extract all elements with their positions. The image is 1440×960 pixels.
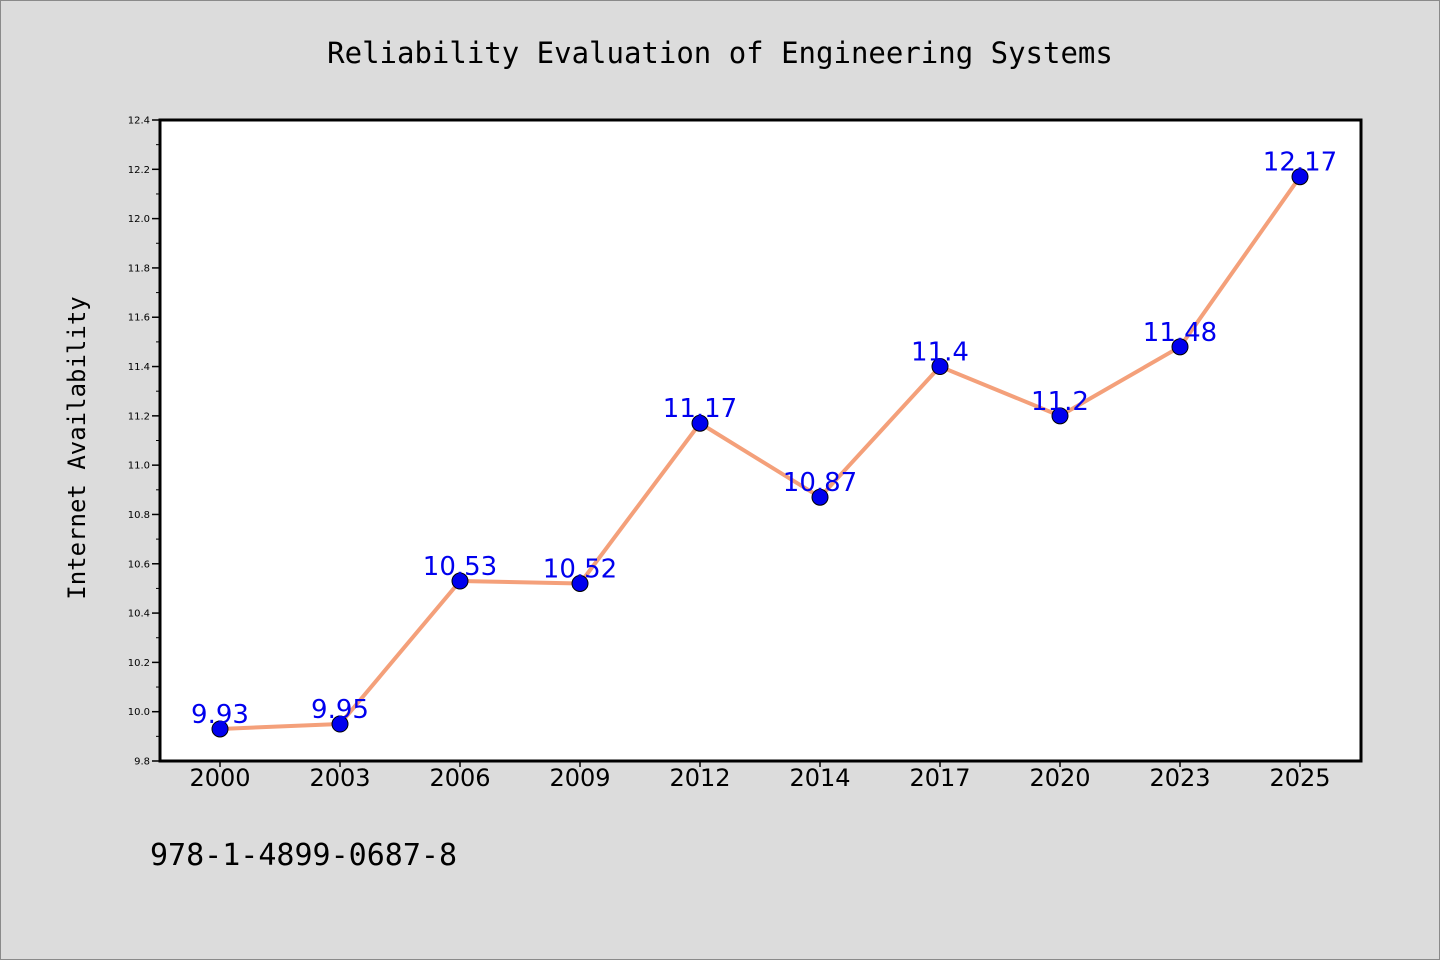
x-tick-label: 2012 xyxy=(669,764,730,792)
y-tick-label: 11.0 xyxy=(128,461,150,472)
plot-area xyxy=(158,118,1363,763)
y-tick-label: 10.0 xyxy=(128,707,150,718)
y-tick-label: 11.6 xyxy=(128,313,150,324)
y-tick-label: 10.4 xyxy=(128,609,150,620)
data-point xyxy=(211,720,229,738)
data-point xyxy=(1291,168,1309,186)
data-label: 9.95 xyxy=(311,695,369,725)
data-label: 11.48 xyxy=(1143,318,1217,348)
series-line xyxy=(218,174,1302,731)
data-point xyxy=(1051,407,1069,425)
data-point xyxy=(331,715,349,733)
data-label: 9.93 xyxy=(191,700,249,730)
x-tick-label: 2025 xyxy=(1269,764,1330,792)
y-tick-label: 9.8 xyxy=(134,757,150,768)
y-tick-label: 10.8 xyxy=(128,510,150,521)
data-label: 11.17 xyxy=(663,394,737,424)
y-tick-label: 12.4 xyxy=(128,116,150,127)
data-label: 11.4 xyxy=(911,338,969,368)
x-tick-label: 2003 xyxy=(309,764,370,792)
data-point xyxy=(691,414,709,432)
data-point xyxy=(1171,338,1189,356)
y-tick-label: 10.6 xyxy=(128,559,150,570)
data-point xyxy=(571,574,589,592)
data-point xyxy=(811,488,829,506)
data-point xyxy=(451,572,469,590)
data-label: 12.17 xyxy=(1263,148,1337,178)
y-tick-label: 11.4 xyxy=(128,362,150,373)
x-tick-label: 2020 xyxy=(1029,764,1090,792)
y-tick-label: 12.0 xyxy=(128,214,150,225)
series-layer: 9.93 9.95 10.53 10.52 11.17 10.87 11.4 11.2 11.4… xyxy=(191,148,1337,738)
x-tick-label: 2017 xyxy=(909,764,970,792)
x-tick-label: 2009 xyxy=(549,764,610,792)
data-label: 10.52 xyxy=(543,554,617,584)
data-label: 11.2 xyxy=(1031,387,1089,417)
x-tick-label: 2023 xyxy=(1149,764,1210,792)
x-axis: 2000 2003 2006 2009 2012 2014 2017 2020 2023 2025 xyxy=(189,761,1331,792)
y-tick-label: 10.2 xyxy=(128,658,150,669)
y-tick-label: 11.8 xyxy=(128,263,150,274)
annotation-isbn: 978-1-4899-0687-8 xyxy=(150,838,457,873)
x-tick-label: 2000 xyxy=(189,764,250,792)
x-tick-label: 2006 xyxy=(429,764,490,792)
y-tick-label: 11.2 xyxy=(128,411,150,422)
y-axis-label: Internet Availability xyxy=(63,296,91,599)
y-tick-label: 12.2 xyxy=(128,165,150,176)
data-point xyxy=(931,358,949,376)
data-label: 10.87 xyxy=(783,468,857,498)
y-axis: 9.8 10.0 10.2 10.4 10.6 10.8 11.0 11.2 11.4 11.6 1… xyxy=(128,116,160,768)
chart-title: Reliability Evaluation of Engineering Sy… xyxy=(327,36,1113,70)
x-tick-label: 2014 xyxy=(789,764,850,792)
data-label: 10.53 xyxy=(423,552,497,582)
